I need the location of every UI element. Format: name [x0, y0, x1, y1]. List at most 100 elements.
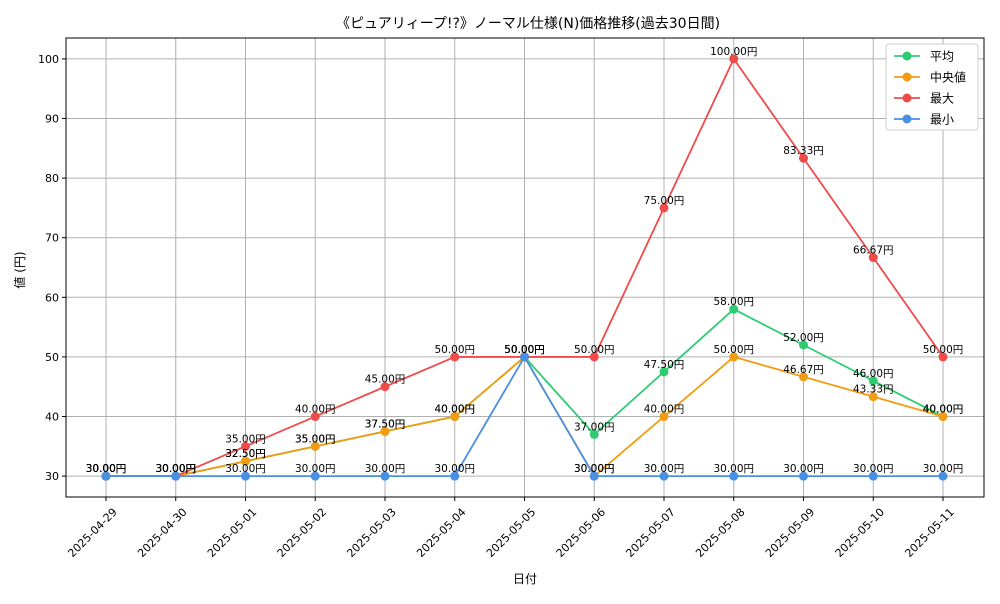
data-point: [101, 471, 111, 481]
data-point: [171, 471, 181, 481]
y-tick-label: 70: [45, 232, 59, 245]
data-label: 40.00円: [295, 404, 336, 416]
y-axis-title: 値 (円): [12, 251, 27, 288]
data-point: [450, 352, 460, 362]
data-point: [729, 352, 739, 362]
y-tick-label: 100: [38, 53, 59, 66]
data-point: [799, 340, 808, 350]
y-tick-label: 60: [45, 291, 59, 304]
x-tick-label: 2025-05-08: [693, 506, 747, 560]
data-label: 35.00円: [295, 433, 336, 445]
data-point: [938, 352, 948, 362]
data-point: [729, 54, 739, 64]
data-labels: 30.00円 30.00円 32.50円 35.00円 37.50円 40.00円 50.0…: [86, 46, 964, 475]
data-label: 30.00円: [155, 463, 196, 475]
data-point: [241, 441, 250, 451]
legend-label: 最小: [930, 113, 954, 127]
data-label: 52.00円: [783, 332, 824, 344]
data-label: 37.50円: [365, 418, 406, 430]
data-label: 50.00円: [923, 344, 964, 356]
data-point: [241, 471, 250, 481]
legend-label: 平均: [930, 50, 954, 64]
data-label: 47.50円: [644, 359, 685, 371]
data-label: 37.00円: [574, 421, 615, 433]
y-tick-label: 30: [45, 470, 59, 483]
data-label: 30.00円: [155, 463, 196, 475]
data-point: [799, 471, 808, 481]
x-tick-label: 2025-04-30: [135, 506, 189, 560]
legend-label: 中央値: [930, 70, 966, 85]
data-label: 50.00円: [434, 344, 475, 356]
data-label: 40.00円: [923, 404, 964, 416]
data-label: 43.33円: [853, 384, 894, 396]
data-label: 30.00円: [155, 463, 196, 475]
data-label: 66.67円: [853, 245, 894, 257]
data-label: 40.00円: [434, 404, 475, 416]
data-label: 40.00円: [923, 404, 964, 416]
x-axis-title: 日付: [513, 572, 537, 586]
data-label: 30.00円: [434, 463, 475, 475]
x-tick-label: 2025-05-09: [763, 506, 817, 560]
data-label: 46.67円: [783, 364, 824, 376]
data-point: [868, 253, 878, 263]
data-label: 30.00円: [86, 463, 127, 475]
x-tick-label: 2025-04-29: [65, 506, 119, 560]
x-tick-label: 2025-05-06: [554, 506, 608, 560]
data-label: 50.00円: [504, 344, 545, 356]
x-tick-label: 2025-05-01: [205, 506, 259, 560]
legend-label: 最大: [930, 92, 954, 106]
data-label: 75.00円: [644, 195, 685, 207]
x-tick-label: 2025-05-03: [344, 506, 398, 560]
data-label: 30.00円: [574, 463, 615, 475]
data-point: [380, 471, 390, 481]
data-point: [659, 471, 669, 481]
data-label: 50.00円: [504, 344, 545, 356]
data-point: [310, 412, 320, 422]
y-tick-label: 90: [45, 112, 59, 125]
data-point: [868, 471, 878, 481]
data-point: [938, 412, 948, 422]
data-label: 30.00円: [225, 463, 266, 475]
data-point: [589, 471, 599, 481]
data-point: [799, 372, 808, 382]
data-label: 40.00円: [434, 404, 475, 416]
x-tick-label: 2025-05-11: [902, 506, 956, 560]
data-label: 50.00円: [504, 344, 545, 356]
grid: [66, 38, 984, 497]
data-label: 35.00円: [225, 433, 266, 445]
x-tick-label: 2025-05-04: [414, 506, 468, 560]
data-label: 30.00円: [86, 463, 127, 475]
data-label: 30.00円: [155, 463, 196, 475]
data-label: 30.00円: [86, 463, 127, 475]
data-label: 45.00円: [365, 374, 406, 386]
data-label: 32.50円: [225, 448, 266, 460]
y-tick-label: 40: [45, 411, 59, 424]
data-label: 35.00円: [295, 433, 336, 445]
legend-box: [885, 43, 979, 131]
data-point: [938, 471, 948, 481]
data-label: 37.50円: [365, 418, 406, 430]
data-point: [659, 203, 669, 213]
data-label: 32.50円: [225, 448, 266, 460]
data-point: [380, 382, 390, 392]
data-label: 58.00円: [713, 296, 754, 308]
data-point: [310, 471, 320, 481]
legend-marker: [902, 114, 912, 124]
x-tick-label: 2025-05-10: [833, 506, 887, 560]
data-point: [729, 471, 739, 481]
data-label: 30.00円: [644, 463, 685, 475]
data-point: [520, 352, 529, 362]
data-label: 50.00円: [504, 344, 545, 356]
data-point: [380, 426, 390, 436]
data-label: 30.00円: [574, 463, 615, 475]
data-point: [310, 441, 320, 451]
legend-marker: [902, 72, 912, 82]
data-label: 83.33円: [783, 145, 824, 157]
legend-marker: [902, 51, 912, 61]
data-point: [868, 376, 878, 386]
data-label: 40.00円: [644, 404, 685, 416]
data-label: 30.00円: [853, 463, 894, 475]
x-tick-label: 2025-05-07: [623, 506, 677, 560]
